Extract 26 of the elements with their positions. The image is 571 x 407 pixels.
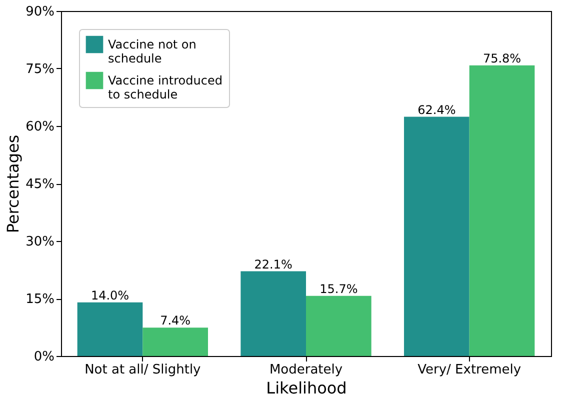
y-tick-label: 15% (26, 292, 54, 307)
bar (77, 302, 143, 356)
y-tick-label: 30% (26, 234, 54, 250)
y-tick-label: 60% (26, 120, 54, 134)
y-axis-title: Percentages (4, 134, 23, 234)
bar (404, 116, 470, 356)
x-tick-label: Not at all/ Slightly (84, 362, 202, 378)
x-axis-title: Likelihood (266, 378, 347, 398)
y-tick-label: 90% (26, 4, 54, 20)
bar (240, 271, 306, 356)
legend-label: Vaccine introduced to schedule (108, 74, 222, 102)
data-label: 7.4% (160, 314, 191, 328)
data-label: 62.4% (418, 102, 456, 117)
data-label: 22.1% (254, 257, 292, 272)
y-tick-label: 45% (26, 177, 54, 192)
x-tick-label: Moderately (269, 362, 343, 378)
y-tick-label: 0% (34, 350, 54, 364)
bar (469, 65, 535, 356)
bar (306, 296, 372, 356)
bar (142, 328, 208, 356)
legend-label: Vaccine not on schedule (108, 38, 196, 66)
data-label: 14.0% (90, 288, 130, 302)
data-label: 15.7% (320, 282, 358, 296)
data-label: 75.8% (482, 51, 522, 66)
x-tick-label: Very/ Extremely (418, 362, 522, 378)
y-tick-label: 75% (26, 62, 54, 77)
